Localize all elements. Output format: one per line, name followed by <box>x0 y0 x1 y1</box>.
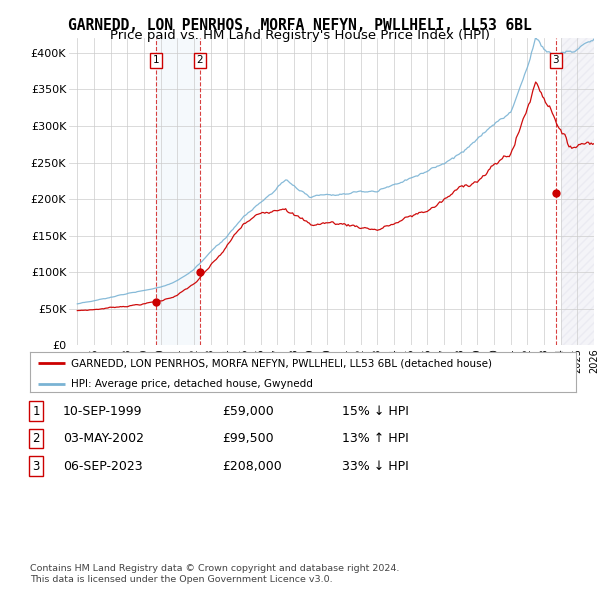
Text: £99,500: £99,500 <box>222 432 274 445</box>
Text: GARNEDD, LON PENRHOS, MORFA NEFYN, PWLLHELI, LL53 6BL: GARNEDD, LON PENRHOS, MORFA NEFYN, PWLLH… <box>68 18 532 32</box>
Text: 10-SEP-1999: 10-SEP-1999 <box>63 405 143 418</box>
Bar <box>155 38 200 345</box>
Text: 3: 3 <box>553 55 559 65</box>
Text: 2: 2 <box>32 432 40 445</box>
Text: 3: 3 <box>32 460 40 473</box>
Text: £208,000: £208,000 <box>222 460 282 473</box>
Text: 13% ↑ HPI: 13% ↑ HPI <box>342 432 409 445</box>
Text: £59,000: £59,000 <box>222 405 274 418</box>
Text: This data is licensed under the Open Government Licence v3.0.: This data is licensed under the Open Gov… <box>30 575 332 584</box>
Text: 33% ↓ HPI: 33% ↓ HPI <box>342 460 409 473</box>
Text: 15% ↓ HPI: 15% ↓ HPI <box>342 405 409 418</box>
Text: Price paid vs. HM Land Registry's House Price Index (HPI): Price paid vs. HM Land Registry's House … <box>110 30 490 42</box>
Text: 06-SEP-2023: 06-SEP-2023 <box>63 460 143 473</box>
Text: 2: 2 <box>197 55 203 65</box>
Text: 03-MAY-2002: 03-MAY-2002 <box>63 432 144 445</box>
Bar <box>560 38 600 345</box>
Text: Contains HM Land Registry data © Crown copyright and database right 2024.: Contains HM Land Registry data © Crown c… <box>30 565 400 573</box>
Text: GARNEDD, LON PENRHOS, MORFA NEFYN, PWLLHELI, LL53 6BL (detached house): GARNEDD, LON PENRHOS, MORFA NEFYN, PWLLH… <box>71 359 492 369</box>
Text: 1: 1 <box>32 405 40 418</box>
Text: HPI: Average price, detached house, Gwynedd: HPI: Average price, detached house, Gwyn… <box>71 379 313 389</box>
Text: 1: 1 <box>152 55 159 65</box>
